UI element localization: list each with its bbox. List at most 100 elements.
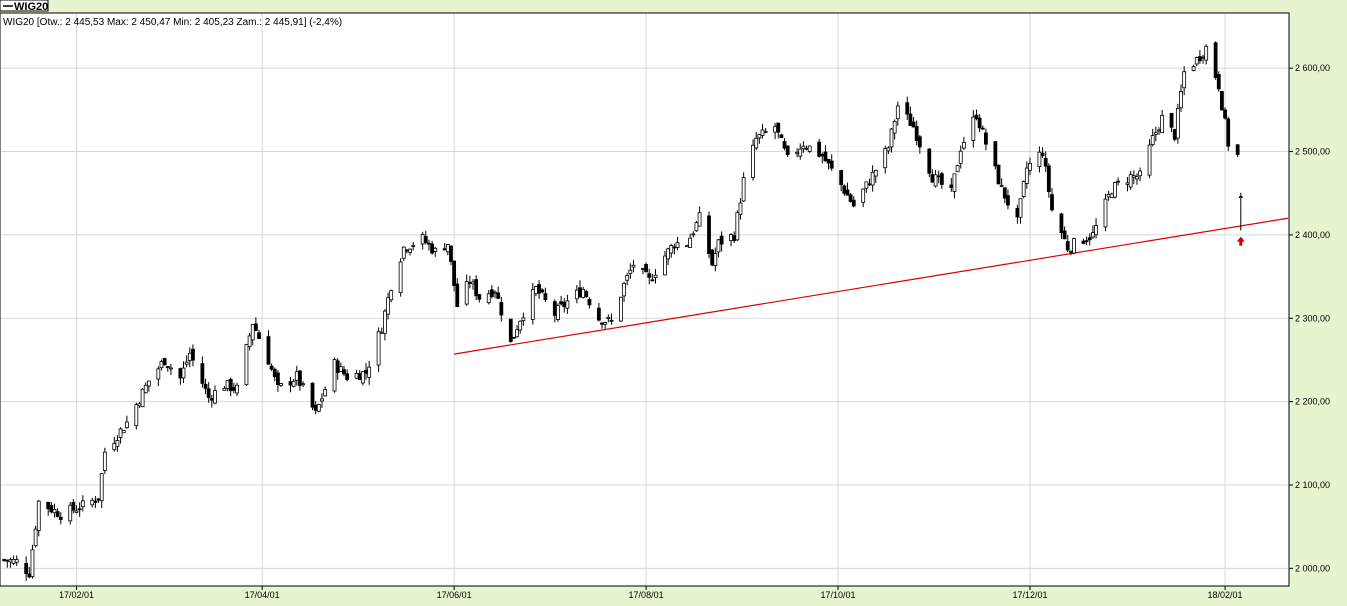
candle-body-down bbox=[71, 502, 76, 511]
candle bbox=[1160, 109, 1165, 134]
candle-body-up bbox=[360, 371, 365, 384]
candle bbox=[1028, 157, 1032, 176]
candle bbox=[666, 247, 671, 266]
candle bbox=[1169, 112, 1174, 133]
candle bbox=[382, 308, 387, 341]
legend-box[interactable]: WIG20 bbox=[0, 0, 49, 13]
candle-body-up bbox=[618, 296, 623, 322]
candle-body-up bbox=[757, 134, 762, 139]
candle bbox=[115, 435, 120, 452]
candle-body-up bbox=[697, 212, 702, 227]
x-tick-label: 17/12/01 bbox=[1012, 590, 1047, 600]
candle-body-up bbox=[895, 105, 900, 120]
candle-body-up bbox=[320, 398, 324, 402]
candle-body-down bbox=[984, 132, 988, 145]
candle-body-down bbox=[288, 381, 293, 386]
candle-body-down bbox=[776, 122, 781, 133]
candle-body-up bbox=[235, 384, 239, 394]
candle-body-down bbox=[732, 235, 737, 241]
candle bbox=[556, 303, 560, 322]
x-axis: 17/02/01 17/04/01 17/06/01 17/08/01 17/10/01… bbox=[59, 586, 1243, 600]
candle-body-up bbox=[760, 129, 765, 136]
candle bbox=[14, 555, 19, 566]
candle bbox=[1062, 226, 1067, 240]
candle bbox=[1006, 189, 1010, 210]
candle-body-up bbox=[565, 300, 570, 309]
candle bbox=[332, 357, 337, 393]
candle-body-down bbox=[1235, 144, 1240, 155]
candle bbox=[870, 165, 875, 192]
candle-body-up bbox=[294, 371, 299, 381]
candle-body-down bbox=[231, 386, 236, 391]
candle-body-up bbox=[773, 126, 777, 133]
candle bbox=[565, 294, 570, 314]
candle-body-up bbox=[530, 289, 535, 320]
candle-body-down bbox=[489, 289, 494, 297]
candle bbox=[587, 297, 592, 309]
candle-body-up bbox=[471, 281, 475, 285]
candle-body-up bbox=[291, 380, 296, 387]
candle-body-down bbox=[1006, 195, 1010, 206]
candle-body-up bbox=[999, 184, 1004, 187]
candle-body-down bbox=[842, 185, 847, 194]
candle-body-up bbox=[515, 329, 519, 338]
candle-body-up bbox=[628, 269, 633, 274]
candle-body-up bbox=[801, 145, 806, 150]
x-tick-label: 17/06/01 bbox=[437, 590, 472, 600]
candle bbox=[269, 363, 274, 371]
candle-body-down bbox=[804, 147, 809, 150]
candle bbox=[958, 145, 963, 169]
candle-body-up bbox=[137, 403, 142, 407]
candle bbox=[697, 206, 702, 227]
candle-body-up bbox=[735, 212, 740, 241]
candle-body-up bbox=[1153, 132, 1158, 135]
candle-body-down bbox=[578, 287, 582, 298]
candle-body-down bbox=[46, 501, 51, 510]
candle bbox=[93, 495, 98, 508]
candle-body-up bbox=[121, 430, 126, 434]
candle bbox=[342, 365, 346, 377]
candle bbox=[74, 505, 79, 514]
candle-body-up bbox=[581, 289, 586, 298]
candle bbox=[24, 556, 29, 581]
candle-body-up bbox=[408, 248, 412, 253]
candle-body-down bbox=[914, 125, 919, 142]
candle-body-up bbox=[401, 246, 406, 259]
candle bbox=[228, 377, 233, 397]
candle bbox=[143, 382, 148, 394]
candle-body-down bbox=[430, 243, 434, 254]
candle-body-up bbox=[873, 170, 878, 177]
candle bbox=[892, 119, 897, 140]
candle bbox=[688, 233, 693, 248]
candle bbox=[1024, 161, 1029, 189]
candle bbox=[993, 141, 998, 170]
candle-body-down bbox=[587, 298, 592, 306]
candle bbox=[977, 114, 982, 132]
candle-body-down bbox=[24, 563, 29, 574]
candle-body-down bbox=[927, 148, 932, 174]
candle-body-down bbox=[1213, 42, 1218, 78]
candle-body-up bbox=[741, 177, 746, 202]
candle bbox=[829, 154, 834, 171]
candle-body-up bbox=[518, 320, 523, 331]
candle-body-down bbox=[96, 498, 101, 501]
candle bbox=[1220, 91, 1224, 111]
candle-body-up bbox=[691, 233, 696, 236]
candle-body-down bbox=[276, 372, 280, 385]
candle-body-up bbox=[1128, 174, 1133, 188]
candle bbox=[631, 259, 636, 273]
candle bbox=[644, 262, 648, 273]
candle-body-up bbox=[958, 150, 963, 164]
y-tick-label: 2 100,00 bbox=[1295, 480, 1330, 490]
candle-body-up bbox=[521, 317, 526, 322]
candle-body-up bbox=[74, 510, 79, 513]
candle bbox=[707, 211, 711, 259]
candle-body-down bbox=[455, 283, 460, 307]
candle-body-up bbox=[1109, 193, 1114, 199]
candle bbox=[1081, 238, 1086, 244]
candle bbox=[1138, 167, 1143, 182]
candle-body-up bbox=[1131, 175, 1136, 178]
candle-body-up bbox=[146, 380, 151, 387]
candle-body-up bbox=[1147, 144, 1152, 176]
